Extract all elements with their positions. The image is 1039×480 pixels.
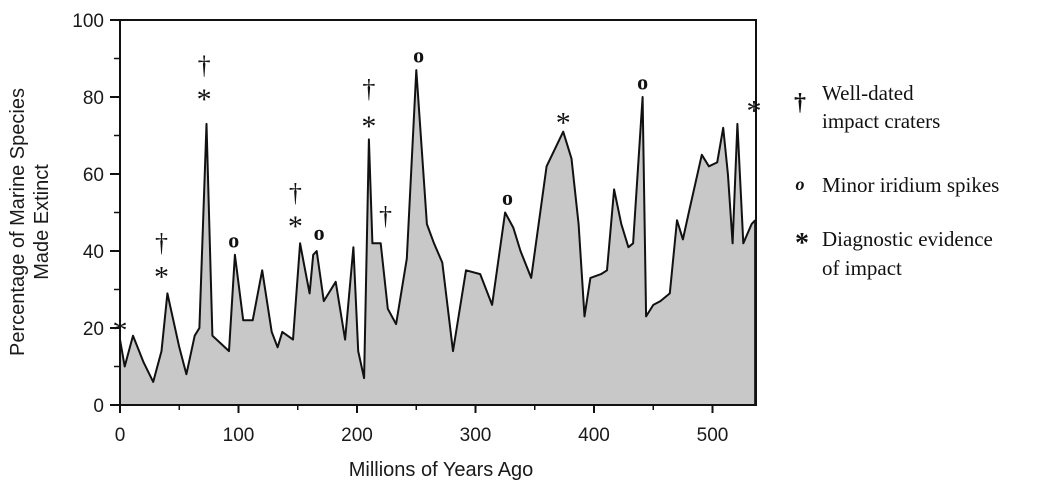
y-axis-title-line1: Percentage of Marine Species <box>7 88 29 356</box>
impact-evidence-marker: * <box>288 210 303 243</box>
x-tick-labels: 0 100 200 300 400 500 <box>115 425 729 446</box>
legend-label: of impact <box>822 256 902 280</box>
axis-ticks <box>110 19 714 413</box>
x-axis-title: Millions of Years Ago <box>349 459 534 480</box>
y-tick-label: 0 <box>93 396 104 417</box>
impact-crater-marker: † <box>379 201 392 230</box>
y-tick-label: 100 <box>72 11 104 32</box>
iridium-spike-marker: o <box>413 43 424 68</box>
impact-crater-marker: † <box>155 228 168 257</box>
y-tick-label: 20 <box>83 319 104 340</box>
impact-evidence-marker: * <box>197 83 212 116</box>
legend: † Well-dated impact craters o Minor iridium … <box>794 81 999 280</box>
legend-symbol: † <box>794 90 806 116</box>
x-tick-label: 100 <box>223 425 255 446</box>
impact-evidence-marker: * <box>361 110 376 143</box>
legend-item-iridium: o Minor iridium spikes <box>796 173 1000 197</box>
extinction-area-fill <box>120 70 756 405</box>
extinction-series-line <box>119 69 756 383</box>
plot-area: **†*†o *†o*††oo*o* <box>113 43 762 405</box>
x-tick-label: 500 <box>697 425 729 446</box>
y-tick-label: 60 <box>83 165 104 186</box>
event-markers: **†*†o *†o*††oo*o* <box>113 43 762 347</box>
iridium-spike-marker: o <box>502 185 513 210</box>
y-tick-label: 40 <box>83 242 104 263</box>
legend-label: Diagnostic evidence <box>822 227 993 251</box>
impact-crater-marker: † <box>289 178 302 207</box>
iridium-spike-marker: o <box>314 220 325 245</box>
iridium-spike-marker: o <box>228 227 239 252</box>
impact-crater-marker: † <box>362 74 375 103</box>
x-tick-label: 0 <box>115 425 126 446</box>
legend-label: Minor iridium spikes <box>822 173 999 197</box>
iridium-spike-marker: o <box>637 70 648 95</box>
impact-evidence-marker: * <box>154 260 169 293</box>
impact-evidence-marker: * <box>556 106 571 139</box>
y-tick-labels: 0 20 40 60 80 100 <box>72 11 104 417</box>
x-tick-label: 300 <box>460 425 492 446</box>
x-tick-label: 200 <box>341 425 373 446</box>
legend-label: impact craters <box>822 109 940 133</box>
impact-crater-marker: † <box>198 51 211 80</box>
legend-item-crater: † Well-dated impact craters <box>794 81 940 133</box>
legend-item-impact-evidence: * Diagnostic evidence of impact <box>795 227 993 280</box>
x-tick-label: 400 <box>578 425 610 446</box>
legend-symbol: o <box>796 174 805 194</box>
y-axis-title-line2: Made Extinct <box>31 164 53 280</box>
impact-evidence-marker: * <box>746 95 761 128</box>
y-tick-label: 80 <box>83 88 104 109</box>
legend-label: Well-dated <box>822 81 914 105</box>
legend-symbol: * <box>795 228 809 259</box>
